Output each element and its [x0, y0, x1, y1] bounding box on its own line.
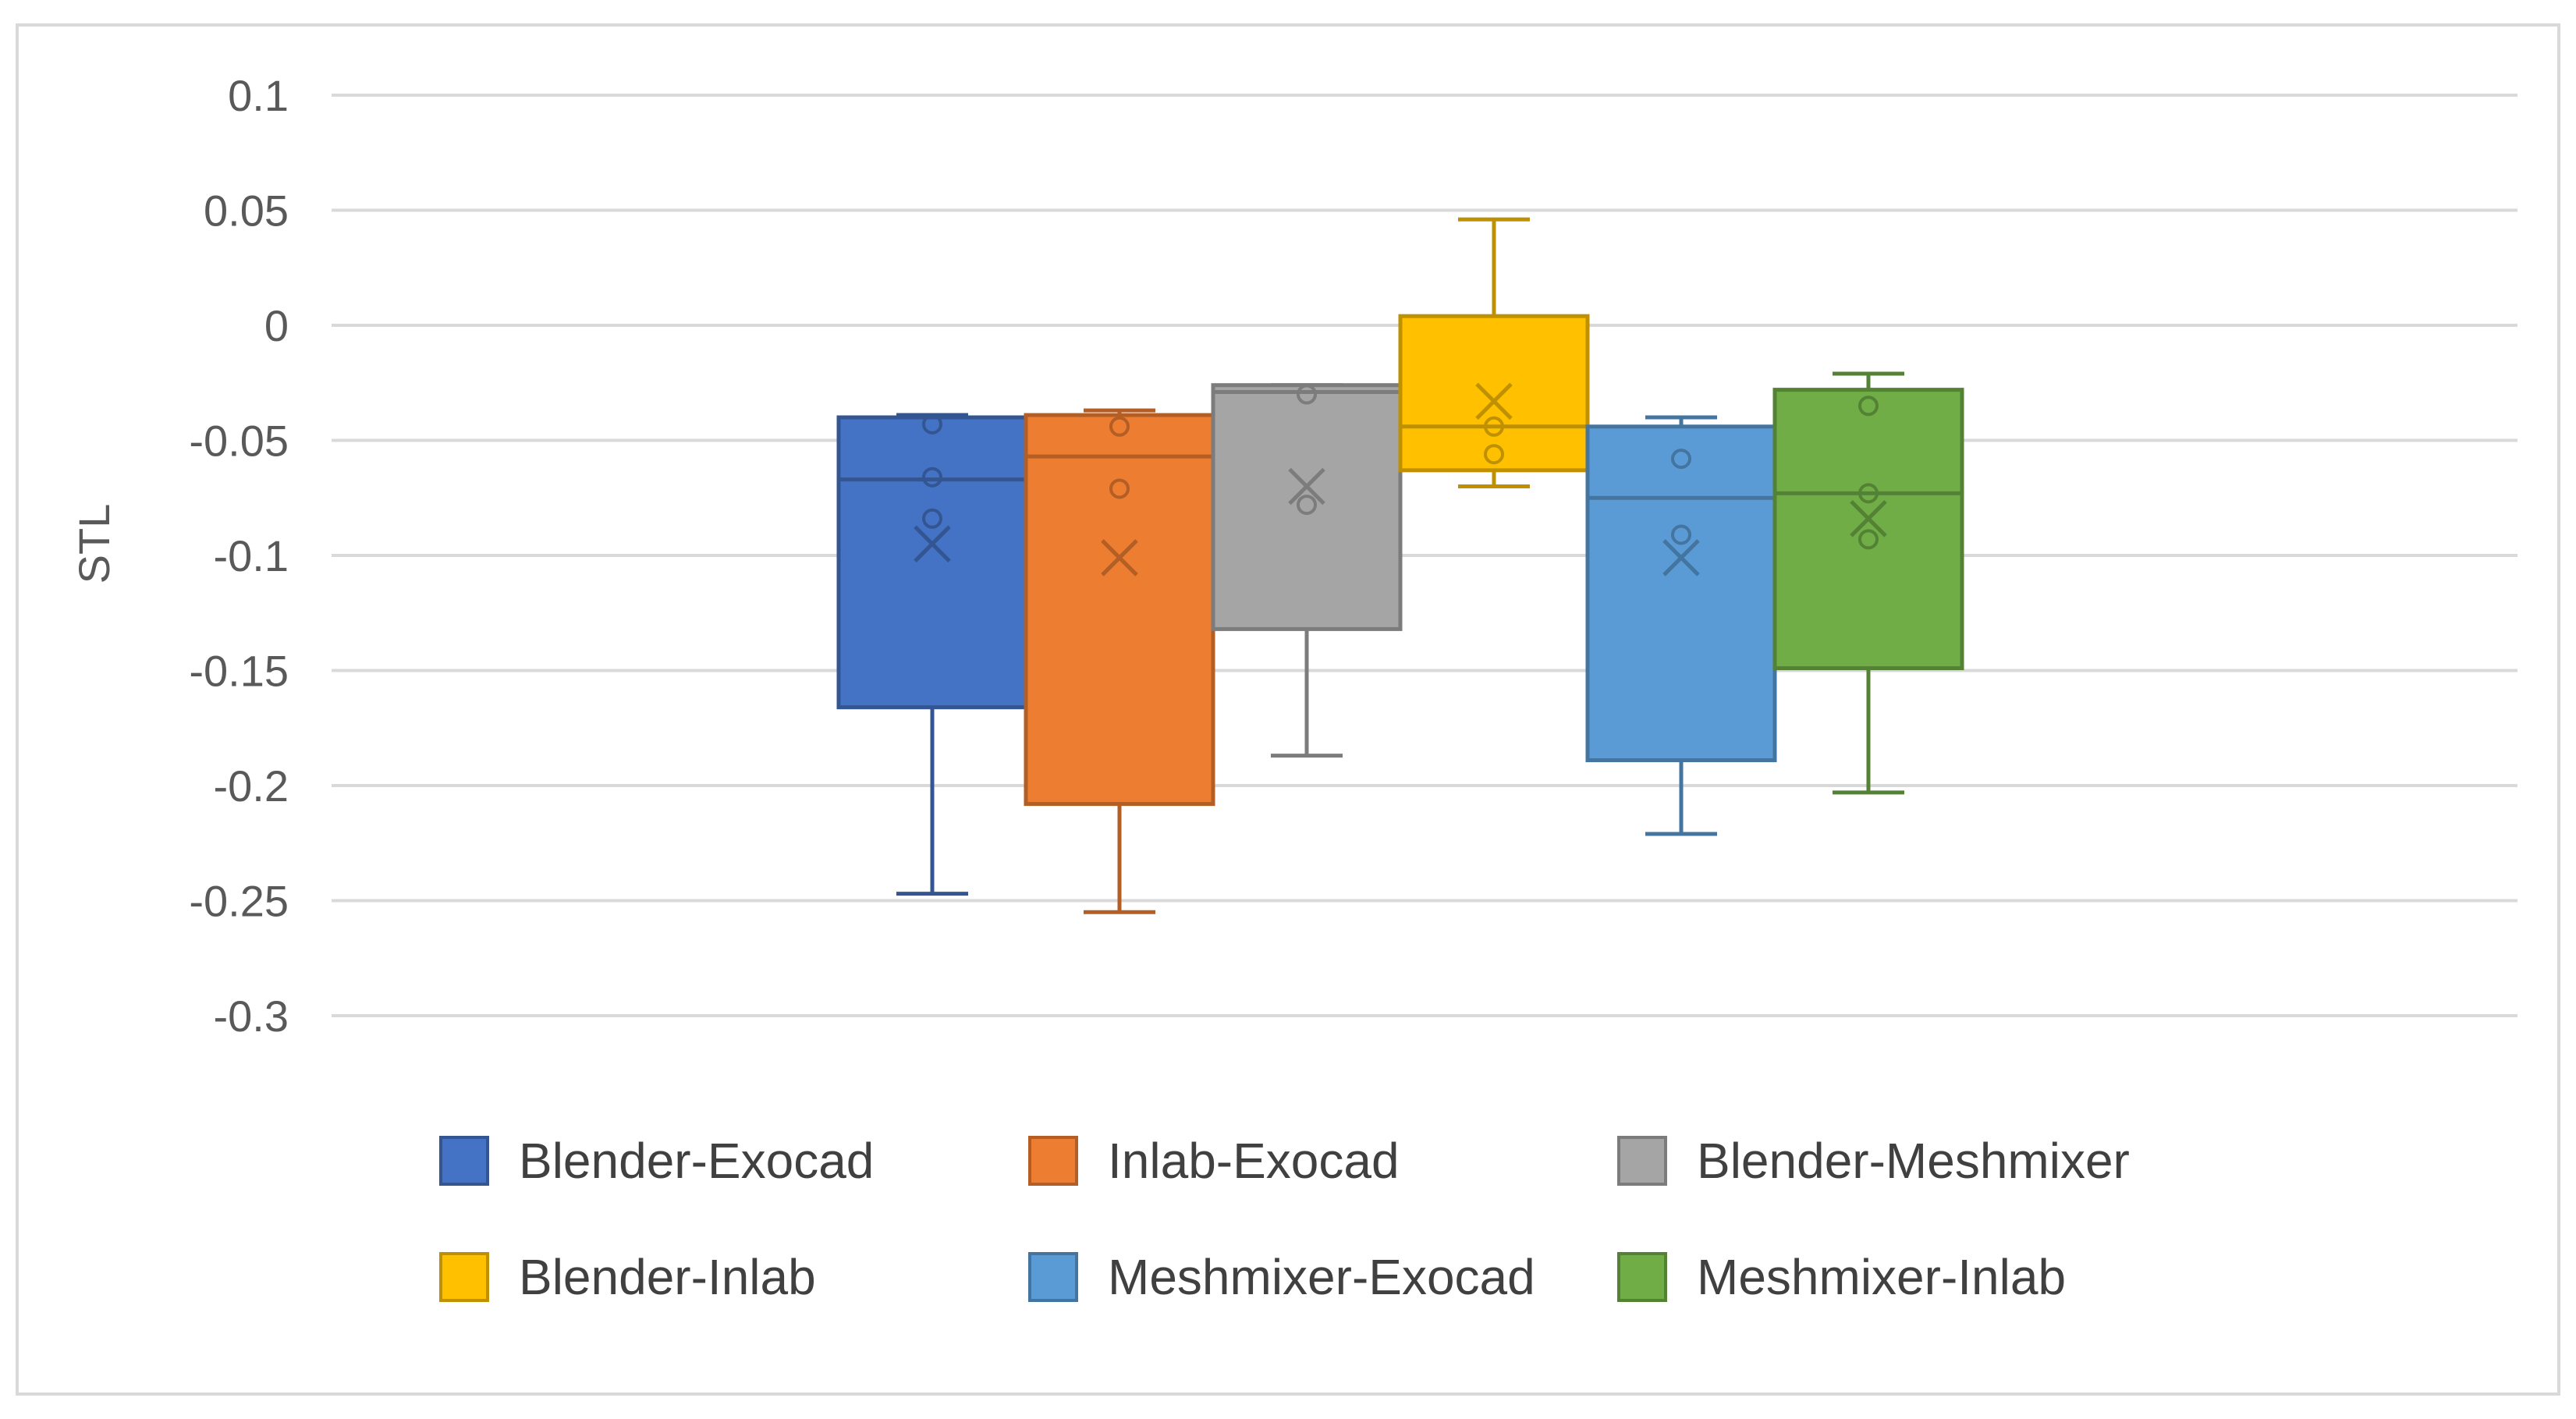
- legend-label: Blender-Inlab: [519, 1249, 816, 1305]
- legend-item: Blender-Exocad: [439, 1133, 874, 1189]
- mean-marker: [1475, 382, 1513, 420]
- legend-item: Blender-Inlab: [439, 1249, 816, 1305]
- legend-label: Inlab-Exocad: [1108, 1133, 1400, 1189]
- y-tick-label: -0.15: [189, 647, 289, 696]
- box-meshmixer-exocad: [1585, 415, 1777, 836]
- inner-point: [1297, 384, 1317, 405]
- legend-swatch: [1617, 1136, 1667, 1186]
- legend-item: Meshmixer-Inlab: [1617, 1249, 2066, 1305]
- inner-point: [1297, 495, 1317, 516]
- box-blender-meshmixer: [1211, 383, 1403, 758]
- box-body: [1772, 388, 1964, 671]
- legend-label: Meshmixer-Exocad: [1108, 1249, 1535, 1305]
- mean-marker: [914, 525, 951, 563]
- legend-label: Blender-Exocad: [519, 1133, 874, 1189]
- inner-point: [1858, 529, 1879, 550]
- inner-point: [1671, 449, 1691, 470]
- legend-swatch: [439, 1252, 489, 1302]
- y-tick-label: -0.3: [214, 992, 289, 1041]
- inner-point: [922, 508, 942, 529]
- legend-swatch: [1617, 1252, 1667, 1302]
- y-tick-label: -0.25: [189, 877, 289, 926]
- mean-marker: [1662, 539, 1700, 576]
- mean-marker: [1850, 500, 1887, 537]
- y-tick-label: 0.05: [204, 186, 289, 236]
- legend-label: Blender-Meshmixer: [1697, 1133, 2130, 1189]
- legend-item: Meshmixer-Exocad: [1028, 1249, 1535, 1305]
- inner-point: [922, 413, 942, 435]
- legend-item: Inlab-Exocad: [1028, 1133, 1400, 1189]
- mean-marker: [1101, 539, 1138, 576]
- inner-point: [1858, 396, 1879, 417]
- legend: Blender-Exocad Inlab-Exocad Blender-Meshmi…: [439, 1133, 2130, 1305]
- box-body: [1024, 413, 1215, 807]
- y-tick-label: -0.1: [214, 531, 289, 580]
- inner-point: [922, 466, 942, 488]
- box-blender-inlab: [1398, 217, 1590, 488]
- legend-swatch: [439, 1136, 489, 1186]
- legend-label: Meshmixer-Inlab: [1697, 1249, 2066, 1305]
- inner-point: [1858, 483, 1879, 504]
- box-body: [1398, 314, 1590, 473]
- legend-item: Blender-Meshmixer: [1617, 1133, 2130, 1189]
- y-tick-label: 0: [264, 301, 289, 350]
- box-body: [1211, 383, 1403, 631]
- mean-marker: [1288, 467, 1325, 506]
- y-axis-title: STL: [69, 504, 119, 584]
- legend-swatch: [1028, 1136, 1078, 1186]
- inner-point: [1484, 444, 1504, 465]
- box-meshmixer-inlab: [1772, 371, 1964, 795]
- box-body: [1585, 424, 1777, 763]
- inner-point: [1671, 524, 1691, 545]
- y-tick-label: -0.05: [189, 417, 289, 466]
- box-blender-exocad: [836, 413, 1028, 896]
- box-series: [836, 217, 1964, 914]
- inner-point: [1109, 478, 1130, 499]
- box-inlab-exocad: [1024, 408, 1215, 914]
- box-body: [836, 415, 1028, 710]
- y-tick-label: 0.1: [228, 71, 289, 120]
- inner-point: [1484, 416, 1504, 437]
- y-tick-label: -0.2: [214, 761, 289, 811]
- gridlines: [332, 94, 2517, 1017]
- inner-point: [1109, 416, 1130, 437]
- y-axis-tick-labels: 0.1 0.05 0 -0.05 -0.1 -0.15 -0.2 -0.25 -0.3: [189, 71, 289, 1041]
- legend-swatch: [1028, 1252, 1078, 1302]
